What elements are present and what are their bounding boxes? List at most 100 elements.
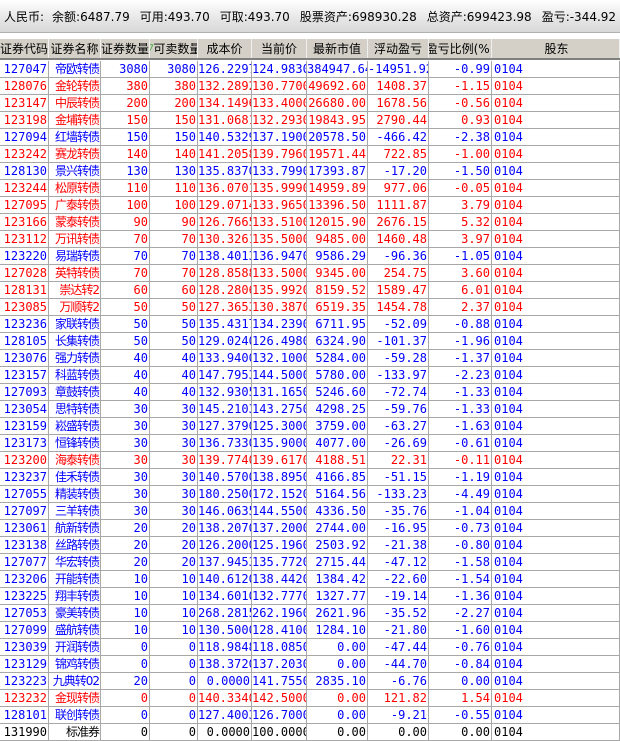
table-row[interactable]: 123157 科蓝转债 40 40 147.7953 144.5000 5780.00 -13… (0, 367, 620, 384)
cell-holder: 0104 (492, 384, 620, 400)
table-row[interactable]: 127077 华宏转债 20 20 137.9453 135.7720 2715.44 -47… (0, 554, 620, 571)
table-row[interactable]: 127095 广泰转债 100 100 129.0714 133.9650 13396.50… (0, 197, 620, 214)
cell-name: 精装转债 (49, 486, 101, 502)
cell-holder: 0104 (492, 265, 620, 281)
table-row[interactable]: 123223 九典转02 20 0 0.0000 141.7550 2835.10 -6.76… (0, 673, 620, 690)
cell-quantity: 30 (101, 469, 150, 485)
table-row[interactable]: 127094 红墙转债 150 150 140.5329 137.1900 20578.50… (0, 129, 620, 146)
column-header-quantity[interactable]: 证券数量 (101, 39, 150, 58)
cell-price: 124.9830 (252, 61, 307, 77)
table-row[interactable]: 123039 开润转债 0 0 118.9848 118.0850 0.00 -47.44 -0… (0, 639, 620, 656)
cell-sellable: 200 (150, 95, 198, 111)
table-row[interactable]: 127055 精装转债 30 30 180.2500 172.1520 5164.56 -13… (0, 486, 620, 503)
cell-code: 123198 (0, 112, 49, 128)
table-row[interactable]: 123076 强力转债 40 40 133.9400 132.1000 5284.00 -59… (0, 350, 620, 367)
column-header-label: 证券数量 (101, 42, 150, 56)
table-row[interactable]: 128076 金轮转债 380 380 132.2892 130.7700 49692.60… (0, 78, 620, 95)
table-row[interactable]: 123244 松原转债 110 110 136.0701 135.9990 14959.89… (0, 180, 620, 197)
account-summary-bar: 人民币: 余额:6487.79 可用:493.70 可取:493.70 股票资产… (0, 0, 620, 33)
table-row[interactable]: 128105 长集转债 50 50 129.0240 126.4980 6324.90 -10… (0, 333, 620, 350)
cell-floating-pnl: -47.12 (368, 554, 429, 570)
cell-holder: 0104 (492, 503, 620, 519)
column-header-code[interactable]: 证券代码 (0, 39, 49, 58)
column-header-market-value[interactable]: 最新市值 (307, 39, 368, 58)
table-row[interactable]: 123220 易瑞转债 70 70 138.4013 136.9470 9586.29 -96… (0, 248, 620, 265)
table-row[interactable]: 123237 佳禾转债 30 30 140.5700 138.8950 4166.85 -51… (0, 469, 620, 486)
cell-sellable: 30 (150, 418, 198, 434)
cell-market-value: 17393.87 (308, 163, 368, 179)
column-header-sellable[interactable]: ▽可卖数量 (150, 39, 198, 58)
column-header-cost[interactable]: 成本价 (198, 39, 252, 58)
cell-pnl-ratio: -1.37 (429, 350, 492, 366)
cell-floating-pnl: 1678.56 (368, 95, 429, 111)
table-row[interactable]: 127097 三羊转债 30 30 146.0635 144.5500 4336.50 -35… (0, 503, 620, 520)
cell-price: 130.7700 (252, 78, 307, 94)
cell-code: 127093 (0, 384, 49, 400)
stock-assets: 股票资产:698930.28 (299, 9, 417, 24)
table-row[interactable]: 131990 标准券 0 0 0.0000 100.0000 0.00 0.00 0.00 010… (0, 724, 620, 741)
table-row[interactable]: 123200 海泰转债 30 30 139.7740 139.6170 4188.51 22.… (0, 452, 620, 469)
cell-cost: 129.0240 (198, 333, 252, 349)
table-row[interactable]: 123061 航新转债 20 20 138.2070 137.2000 2744.00 -16… (0, 520, 620, 537)
table-row[interactable]: 123232 金现转债 0 0 140.3340 142.5000 0.00 121.82 1.… (0, 690, 620, 707)
column-header-holder[interactable]: 股东 (492, 39, 620, 58)
cell-market-value: 19571.44 (308, 146, 368, 162)
table-row[interactable]: 127028 英特转债 70 70 128.8588 133.5000 9345.00 254… (0, 265, 620, 282)
cell-pnl-ratio: -1.63 (429, 418, 492, 434)
cell-cost: 118.9848 (198, 639, 252, 655)
cell-market-value: 26680.00 (308, 95, 368, 111)
table-row[interactable]: 123138 丝路转债 20 20 126.2000 125.1960 2503.92 -21… (0, 537, 620, 554)
table-row[interactable]: 128101 联创转债 0 0 127.4003 126.7000 0.00 -9.21 -0.… (0, 707, 620, 724)
cell-name: 金现转债 (49, 690, 101, 706)
table-row[interactable]: 123085 万顺转2 50 50 127.3653 130.3870 6519.35 145… (0, 299, 620, 316)
table-row[interactable]: 123147 中辰转债 200 200 134.1496 133.4000 26680.00… (0, 95, 620, 112)
cell-sellable: 140 (150, 146, 198, 162)
table-row[interactable]: 123242 赛龙转债 140 140 141.2058 139.7960 19571.44… (0, 146, 620, 163)
cell-sellable: 70 (150, 248, 198, 264)
cell-cost: 140.3340 (198, 690, 252, 706)
column-header-label: 盈亏比例(%) (429, 42, 492, 56)
cell-sellable: 50 (150, 333, 198, 349)
table-row[interactable]: 123129 锦鸡转债 0 0 138.3720 137.2030 0.00 -44.70 -0… (0, 656, 620, 673)
cell-quantity: 20 (101, 673, 150, 689)
column-header-price[interactable]: 当前价 (252, 39, 307, 58)
table-row[interactable]: 123225 翔丰转债 10 10 134.6010 132.7770 1327.77 -19… (0, 588, 620, 605)
cell-floating-pnl: 1408.37 (368, 78, 429, 94)
column-header-name[interactable]: 证券名称 (49, 39, 101, 58)
cell-price: 138.4420 (252, 571, 307, 587)
table-row[interactable]: 127053 豪美转债 10 10 268.2815 262.1960 2621.96 -35… (0, 605, 620, 622)
column-header-pnl-ratio[interactable]: 盈亏比例(%) (429, 39, 492, 58)
table-row[interactable]: 123206 开能转债 10 10 140.6120 138.4420 1384.42 -22… (0, 571, 620, 588)
table-row[interactable]: 123198 金埔转债 150 150 131.0681 132.2930 19843.95… (0, 112, 620, 129)
available-funds: 可用:493.70 (139, 9, 210, 24)
cell-price: 137.1900 (252, 129, 307, 145)
cell-price: 125.1960 (252, 537, 307, 553)
table-row[interactable]: 128130 景兴转债 130 130 135.8370 133.7990 17393.87… (0, 163, 620, 180)
cell-code: 123232 (0, 690, 49, 706)
table-row[interactable]: 127099 盛航转债 10 10 130.5000 128.4100 1284.10 -21… (0, 622, 620, 639)
cell-holder: 0104 (492, 231, 620, 247)
column-header-floating-pnl[interactable]: 浮动盈亏 (368, 39, 429, 58)
table-row[interactable]: 127093 章鼓转债 40 40 132.9305 131.1650 5246.60 -72… (0, 384, 620, 401)
table-row[interactable]: 123112 万讯转债 70 70 130.3261 135.5000 9485.00 146… (0, 231, 620, 248)
cell-name: 英特转债 (49, 265, 101, 281)
cell-cost: 130.3261 (198, 231, 252, 247)
cell-holder: 0104 (492, 248, 620, 264)
table-row[interactable]: 123166 蒙泰转债 90 90 126.7665 133.5100 12015.90 26… (0, 214, 620, 231)
cell-cost: 128.8588 (198, 265, 252, 281)
cell-quantity: 3080 (101, 61, 150, 77)
table-row[interactable]: 127047 帝欧转债 3080 3080 126.2297 124.9830 384947… (0, 61, 620, 78)
cell-sellable: 3080 (150, 61, 198, 77)
cell-market-value: 0.00 (307, 707, 368, 723)
table-row[interactable]: 123173 恒锋转债 30 30 136.7330 135.9000 4077.00 -26… (0, 435, 620, 452)
cell-holder: 0104 (492, 673, 620, 689)
table-row[interactable]: 123054 思特转债 30 30 145.2103 143.2750 4298.25 -59… (0, 401, 620, 418)
column-header-label: 浮动盈亏 (373, 42, 422, 56)
table-row[interactable]: 123159 崧盛转债 30 30 127.3790 125.3000 3759.00 -63… (0, 418, 620, 435)
cell-market-value: 0.00 (307, 639, 368, 655)
cell-floating-pnl: 1460.48 (368, 231, 429, 247)
table-row[interactable]: 123236 家联转债 50 50 135.4317 134.2390 6711.95 -52… (0, 316, 620, 333)
cell-name: 广泰转债 (49, 197, 101, 213)
cell-code: 128076 (0, 78, 49, 94)
table-row[interactable]: 128131 崇达转2 60 60 128.2806 135.9920 8159.52 158… (0, 282, 620, 299)
